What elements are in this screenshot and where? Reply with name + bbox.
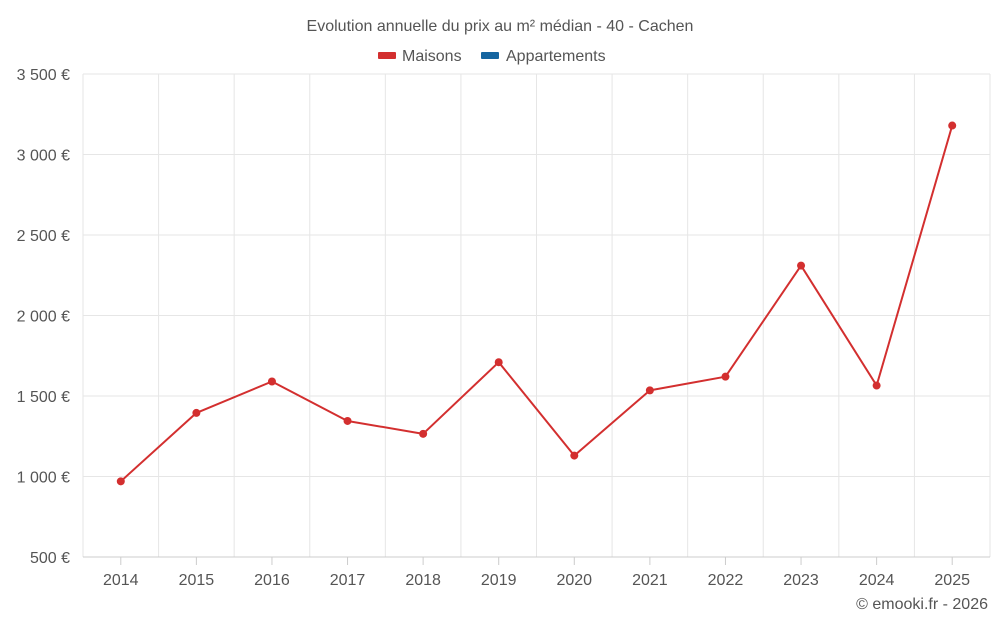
legend-swatch-maisons [378, 52, 396, 59]
y-tick-label: 1 000 € [17, 470, 70, 487]
chart-legend: Maisons Appartements [378, 48, 606, 65]
legend-swatch-appartements [481, 52, 499, 59]
y-tick-label: 1 500 € [17, 389, 70, 406]
x-tick-label: 2025 [934, 572, 970, 589]
data-point[interactable] [721, 372, 730, 381]
data-point[interactable] [267, 377, 276, 386]
data-point[interactable] [570, 451, 579, 460]
data-point[interactable] [645, 386, 654, 395]
legend-label-maisons: Maisons [402, 48, 462, 65]
x-tick-label: 2024 [859, 572, 895, 589]
credit-text[interactable]: © emooki.fr - 2026 [856, 596, 988, 613]
x-tick-label: 2022 [708, 572, 744, 589]
series-line [120, 125, 954, 483]
series-maisons [116, 121, 957, 486]
y-tick-label: 2 000 € [17, 309, 70, 326]
legend-item-appartements[interactable]: Appartements [481, 48, 606, 65]
data-point[interactable] [116, 477, 125, 486]
x-tick-label: 2014 [103, 572, 139, 589]
x-tick-label: 2018 [405, 572, 441, 589]
x-tick-label: 2015 [179, 572, 215, 589]
x-tick-label: 2021 [632, 572, 668, 589]
x-tick-label: 2020 [556, 572, 592, 589]
data-point[interactable] [192, 408, 201, 417]
x-tick-label: 2016 [254, 572, 290, 589]
legend-label-appartements: Appartements [506, 48, 606, 65]
x-gridlines [82, 74, 991, 557]
data-point[interactable] [494, 358, 503, 367]
x-tick-label: 2023 [783, 572, 819, 589]
data-point[interactable] [872, 381, 881, 390]
data-point[interactable] [343, 416, 352, 425]
x-tick-label: 2019 [481, 572, 517, 589]
data-point[interactable] [948, 121, 957, 130]
legend-item-maisons[interactable]: Maisons [378, 48, 462, 65]
data-point[interactable] [419, 429, 428, 438]
y-tick-label: 2 500 € [17, 228, 70, 245]
data-point[interactable] [797, 261, 806, 270]
y-tick-label: 3 500 € [17, 67, 70, 84]
y-axis: 500 € 1 000 € 1 500 € 2 000 € 2 500 € 3 000 €… [17, 67, 70, 567]
y-tick-label: 3 000 € [17, 148, 70, 165]
chart-title: Evolution annuelle du prix au m² médian … [307, 18, 694, 35]
x-tick-label: 2017 [330, 572, 366, 589]
x-axis: 2014 2015 2016 2017 2018 2019 2020 2021 2022 2023… [103, 557, 970, 589]
y-tick-label: 500 € [30, 550, 70, 567]
